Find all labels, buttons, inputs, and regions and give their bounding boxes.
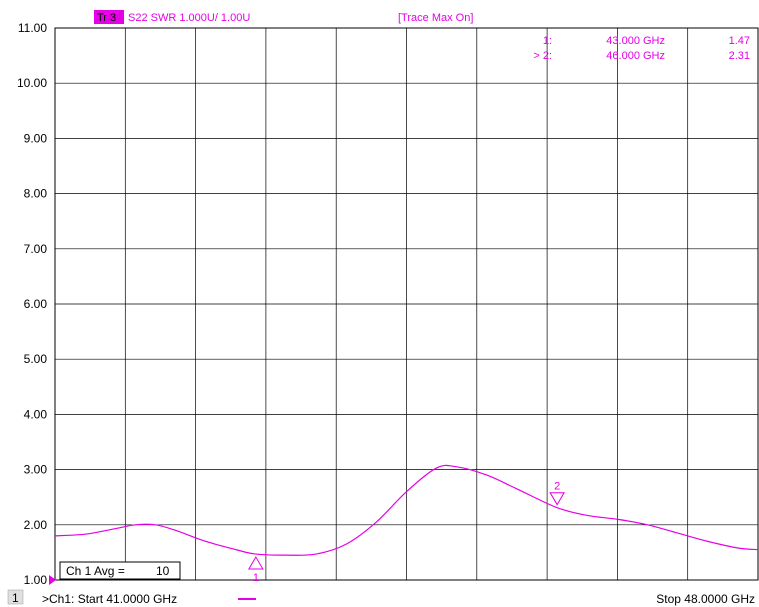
marker-1-prefix: 1: [543, 35, 552, 47]
avg-label: Ch 1 Avg = [66, 564, 125, 578]
y-tick-label: 10.00 [17, 76, 47, 90]
start-frequency: >Ch1: Start 41.0000 GHz [42, 592, 177, 606]
marker-1-freq: 43.000 GHz [606, 35, 665, 47]
y-tick-label: 7.00 [24, 242, 48, 256]
trace-status: [Trace Max On] [398, 12, 473, 24]
marker-2-freq: 46.000 GHz [606, 50, 665, 62]
channel-number: 1 [12, 591, 19, 605]
y-tick-label: 1.00 [24, 573, 48, 587]
y-tick-label: 9.00 [24, 131, 48, 145]
marker-2-label: 2 [554, 481, 560, 493]
marker-2-prefix: > 2: [533, 50, 552, 62]
y-tick-label: 2.00 [24, 518, 48, 532]
y-tick-label: 11.00 [18, 21, 47, 35]
y-tick-label: 5.00 [24, 352, 48, 366]
y-tick-labels: 11.00 10.00 9.00 8.00 7.00 6.00 5.00 4.00 3.00 2.… [17, 21, 47, 587]
y-tick-label: 3.00 [24, 463, 48, 477]
marker-1-triangle[interactable] [249, 557, 263, 569]
marker-2-triangle[interactable] [550, 493, 564, 505]
marker-2-value: 2.31 [729, 50, 750, 62]
marker-1-label: 1 [253, 572, 259, 584]
y-tick-label: 4.00 [24, 407, 48, 421]
avg-value: 10 [156, 564, 170, 578]
grid [55, 28, 758, 580]
trace-tag: Tr 3 [97, 12, 116, 24]
marker-1-value: 1.47 [729, 35, 750, 47]
trace-description: S22 SWR 1.000U/ 1.00U [128, 12, 250, 24]
stop-frequency: Stop 48.0000 GHz [656, 592, 755, 606]
y-tick-label: 8.00 [24, 187, 48, 201]
y-tick-label: 6.00 [24, 297, 48, 311]
